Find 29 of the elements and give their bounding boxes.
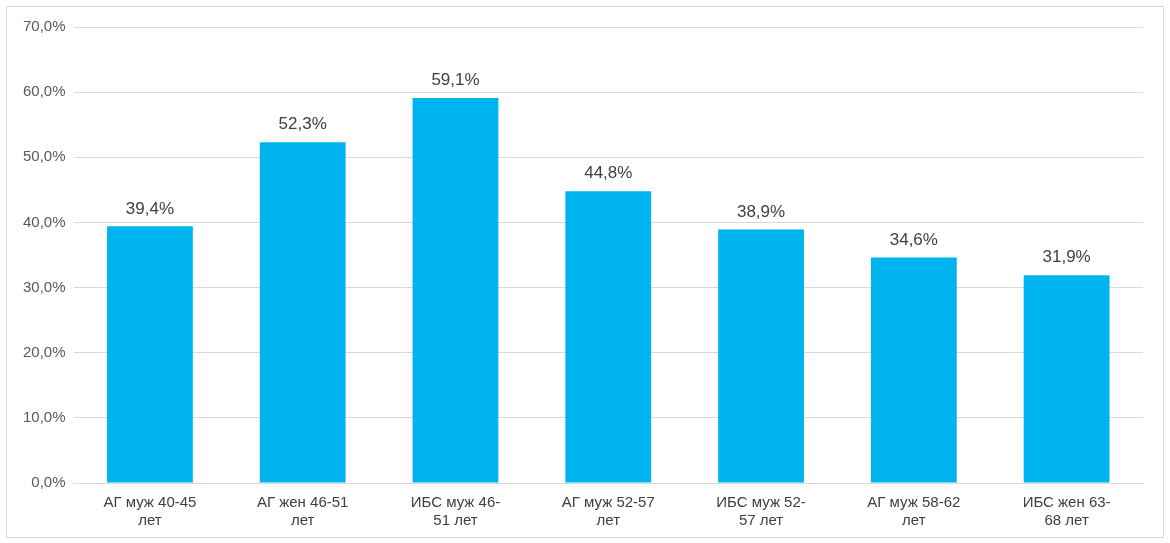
bar (1023, 275, 1110, 483)
x-tick-label: ИБС жен 63-68 лет (1022, 493, 1111, 529)
y-tick-label: 0,0% (31, 473, 66, 491)
bar (718, 229, 804, 483)
bar (565, 191, 652, 483)
bar (107, 226, 193, 483)
x-tick-label: АГ жен 46-51 лет (256, 493, 349, 529)
y-tick-label: 60,0% (22, 82, 66, 100)
y-tick-label: 40,0% (22, 212, 66, 230)
x-tick-label: ИБС муж 52-57 лет (716, 493, 806, 529)
data-label: 38,9% (736, 201, 786, 221)
bar (870, 257, 957, 483)
data-label: 39,4% (125, 198, 175, 218)
data-label: 59,1% (431, 70, 480, 90)
x-tick-label: ИБС муж 46-51 лет (410, 493, 501, 529)
bar (259, 142, 346, 483)
y-tick-label: 70,0% (22, 17, 66, 35)
x-tick-label: АГ муж 58-62 лет (867, 493, 961, 529)
data-label: 34,6% (889, 229, 938, 249)
data-label: 31,9% (1042, 247, 1091, 267)
bar (412, 98, 499, 483)
y-tick-label: 50,0% (22, 147, 66, 165)
y-tick-label: 30,0% (22, 277, 66, 295)
data-label: 44,8% (584, 163, 633, 183)
y-tick-label: 10,0% (22, 408, 66, 425)
y-tick-label: 20,0% (22, 342, 66, 360)
x-tick-label: АГ муж 52-57 лет (561, 493, 655, 529)
x-tick-label: АГ муж 40-45 лет (103, 493, 197, 529)
data-label: 52,3% (278, 114, 327, 134)
